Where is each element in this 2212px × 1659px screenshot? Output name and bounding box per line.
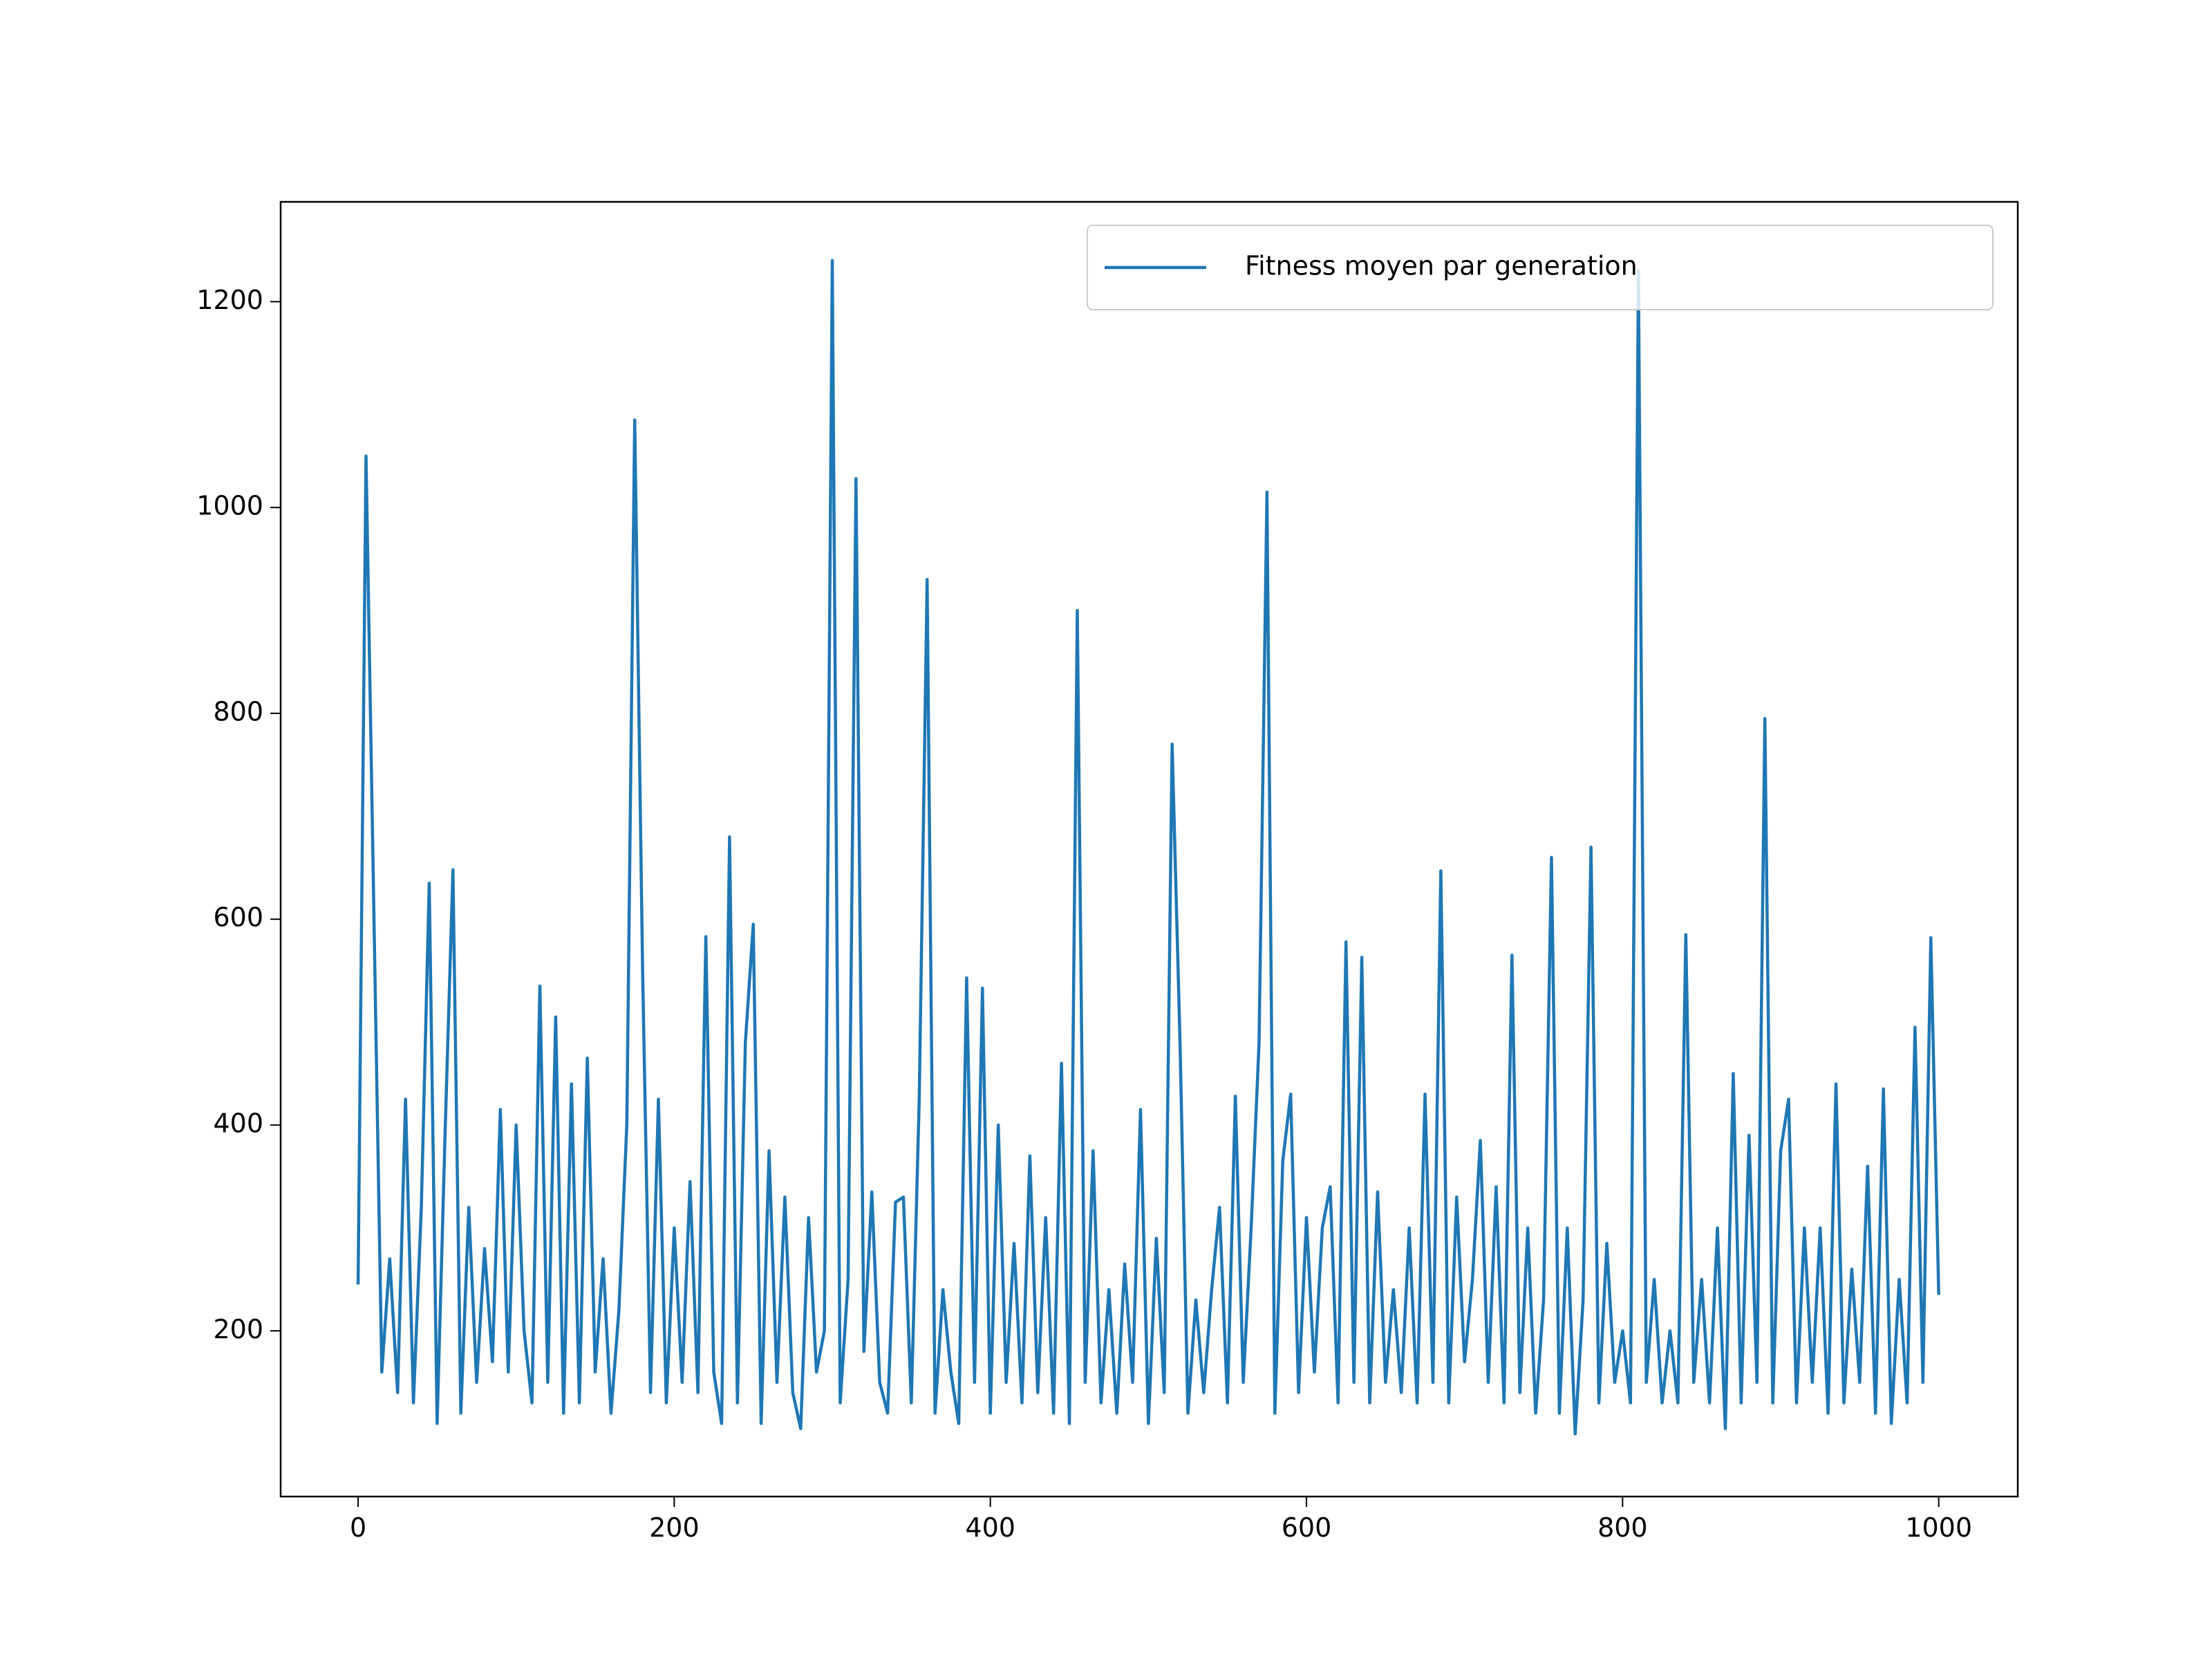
x-tick-label: 0 — [350, 1512, 366, 1543]
y-tick-label: 1200 — [196, 285, 263, 315]
plot-frame — [279, 200, 2019, 1498]
x-tick-label: 1000 — [1905, 1512, 1972, 1543]
y-tick-label: 800 — [213, 696, 263, 727]
y-tick-label: 400 — [213, 1108, 263, 1138]
x-tick-label: 800 — [1597, 1512, 1648, 1543]
y-tick-label: 200 — [213, 1314, 263, 1344]
x-tick-label: 600 — [1282, 1512, 1332, 1543]
legend-box — [1087, 225, 1994, 310]
y-tick-label: 1000 — [196, 491, 263, 521]
y-tick-label: 600 — [213, 902, 263, 932]
legend-label: Fitness moyen par generation — [1245, 251, 1638, 281]
x-tick-label: 200 — [649, 1512, 700, 1543]
data-line — [356, 259, 1940, 1436]
x-tick-label: 400 — [965, 1512, 1015, 1543]
